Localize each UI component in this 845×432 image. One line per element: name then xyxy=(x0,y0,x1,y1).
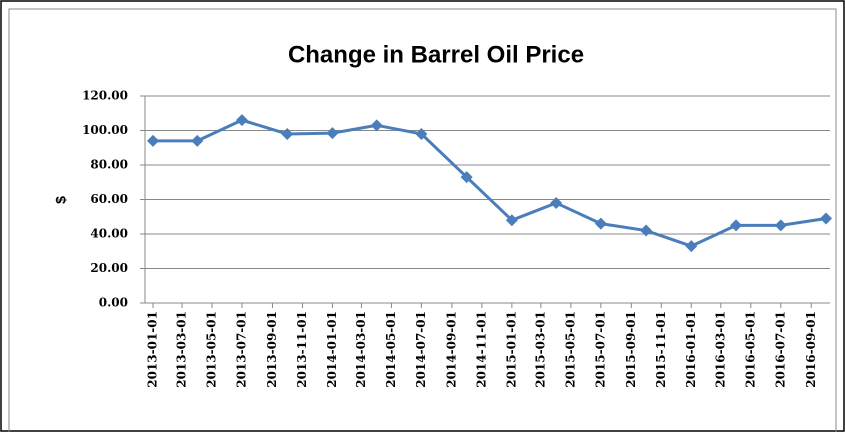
y-tick-label: 20.00 xyxy=(90,261,128,275)
point-marker xyxy=(460,171,473,184)
point-marker xyxy=(281,127,294,140)
x-tick-label: 2015-05-01 xyxy=(563,311,577,388)
x-tick-label: 2013-01-01 xyxy=(146,311,160,388)
y-tick-label: 0.00 xyxy=(99,296,128,310)
x-tick-label: 2016-09-01 xyxy=(804,311,818,388)
point-marker xyxy=(594,217,607,230)
x-tick-label: 2015-01-01 xyxy=(504,311,518,388)
x-tick-label: 2014-09-01 xyxy=(444,311,458,388)
x-tick-label: 2013-11-01 xyxy=(295,311,309,388)
point-marker xyxy=(505,214,518,227)
point-marker xyxy=(550,196,563,209)
point-marker xyxy=(191,134,204,147)
x-tick-label: 2014-05-01 xyxy=(384,311,398,388)
point-marker xyxy=(730,219,743,232)
x-tick-label: 2014-11-01 xyxy=(474,311,488,388)
point-marker xyxy=(370,119,383,132)
y-tick-label: 120.00 xyxy=(82,89,128,103)
x-tick-label: 2014-07-01 xyxy=(414,311,428,388)
point-marker xyxy=(685,240,698,253)
x-tick-label: 2014-03-01 xyxy=(354,311,368,388)
x-tick-label: 2013-07-01 xyxy=(234,311,248,388)
x-tick-label: 2013-09-01 xyxy=(265,311,279,388)
y-tick-label: 60.00 xyxy=(90,192,128,206)
x-tick-label: 2016-05-01 xyxy=(743,311,757,388)
x-tick-label: 2015-11-01 xyxy=(654,311,668,388)
y-axis-label: $ xyxy=(53,196,69,204)
point-marker xyxy=(235,114,248,127)
x-tick-label: 2013-03-01 xyxy=(175,311,189,388)
point-marker xyxy=(774,219,787,232)
x-tick-label: 2014-01-01 xyxy=(325,311,339,388)
y-tick-label: 100.00 xyxy=(82,123,128,137)
point-marker xyxy=(326,127,339,140)
point-marker xyxy=(415,127,428,140)
x-tick-label: 2016-07-01 xyxy=(773,311,787,388)
series-line xyxy=(153,118,827,248)
x-tick-label: 2016-01-01 xyxy=(684,311,698,388)
x-tick-label: 2015-07-01 xyxy=(593,311,607,388)
x-tick-label: 2016-03-01 xyxy=(713,311,727,388)
x-tick-label: 2013-05-01 xyxy=(204,311,218,388)
y-tick-label: 40.00 xyxy=(90,227,128,241)
y-tick-label: 80.00 xyxy=(90,158,128,172)
point-marker xyxy=(820,212,832,225)
point-marker xyxy=(147,134,159,147)
x-tick-label: 2015-09-01 xyxy=(624,311,638,388)
chart-title: Change in Barrel Oil Price xyxy=(288,41,584,68)
x-tick-label: 2015-03-01 xyxy=(533,311,547,388)
chart-frame xyxy=(8,8,837,432)
point-marker xyxy=(640,224,653,237)
